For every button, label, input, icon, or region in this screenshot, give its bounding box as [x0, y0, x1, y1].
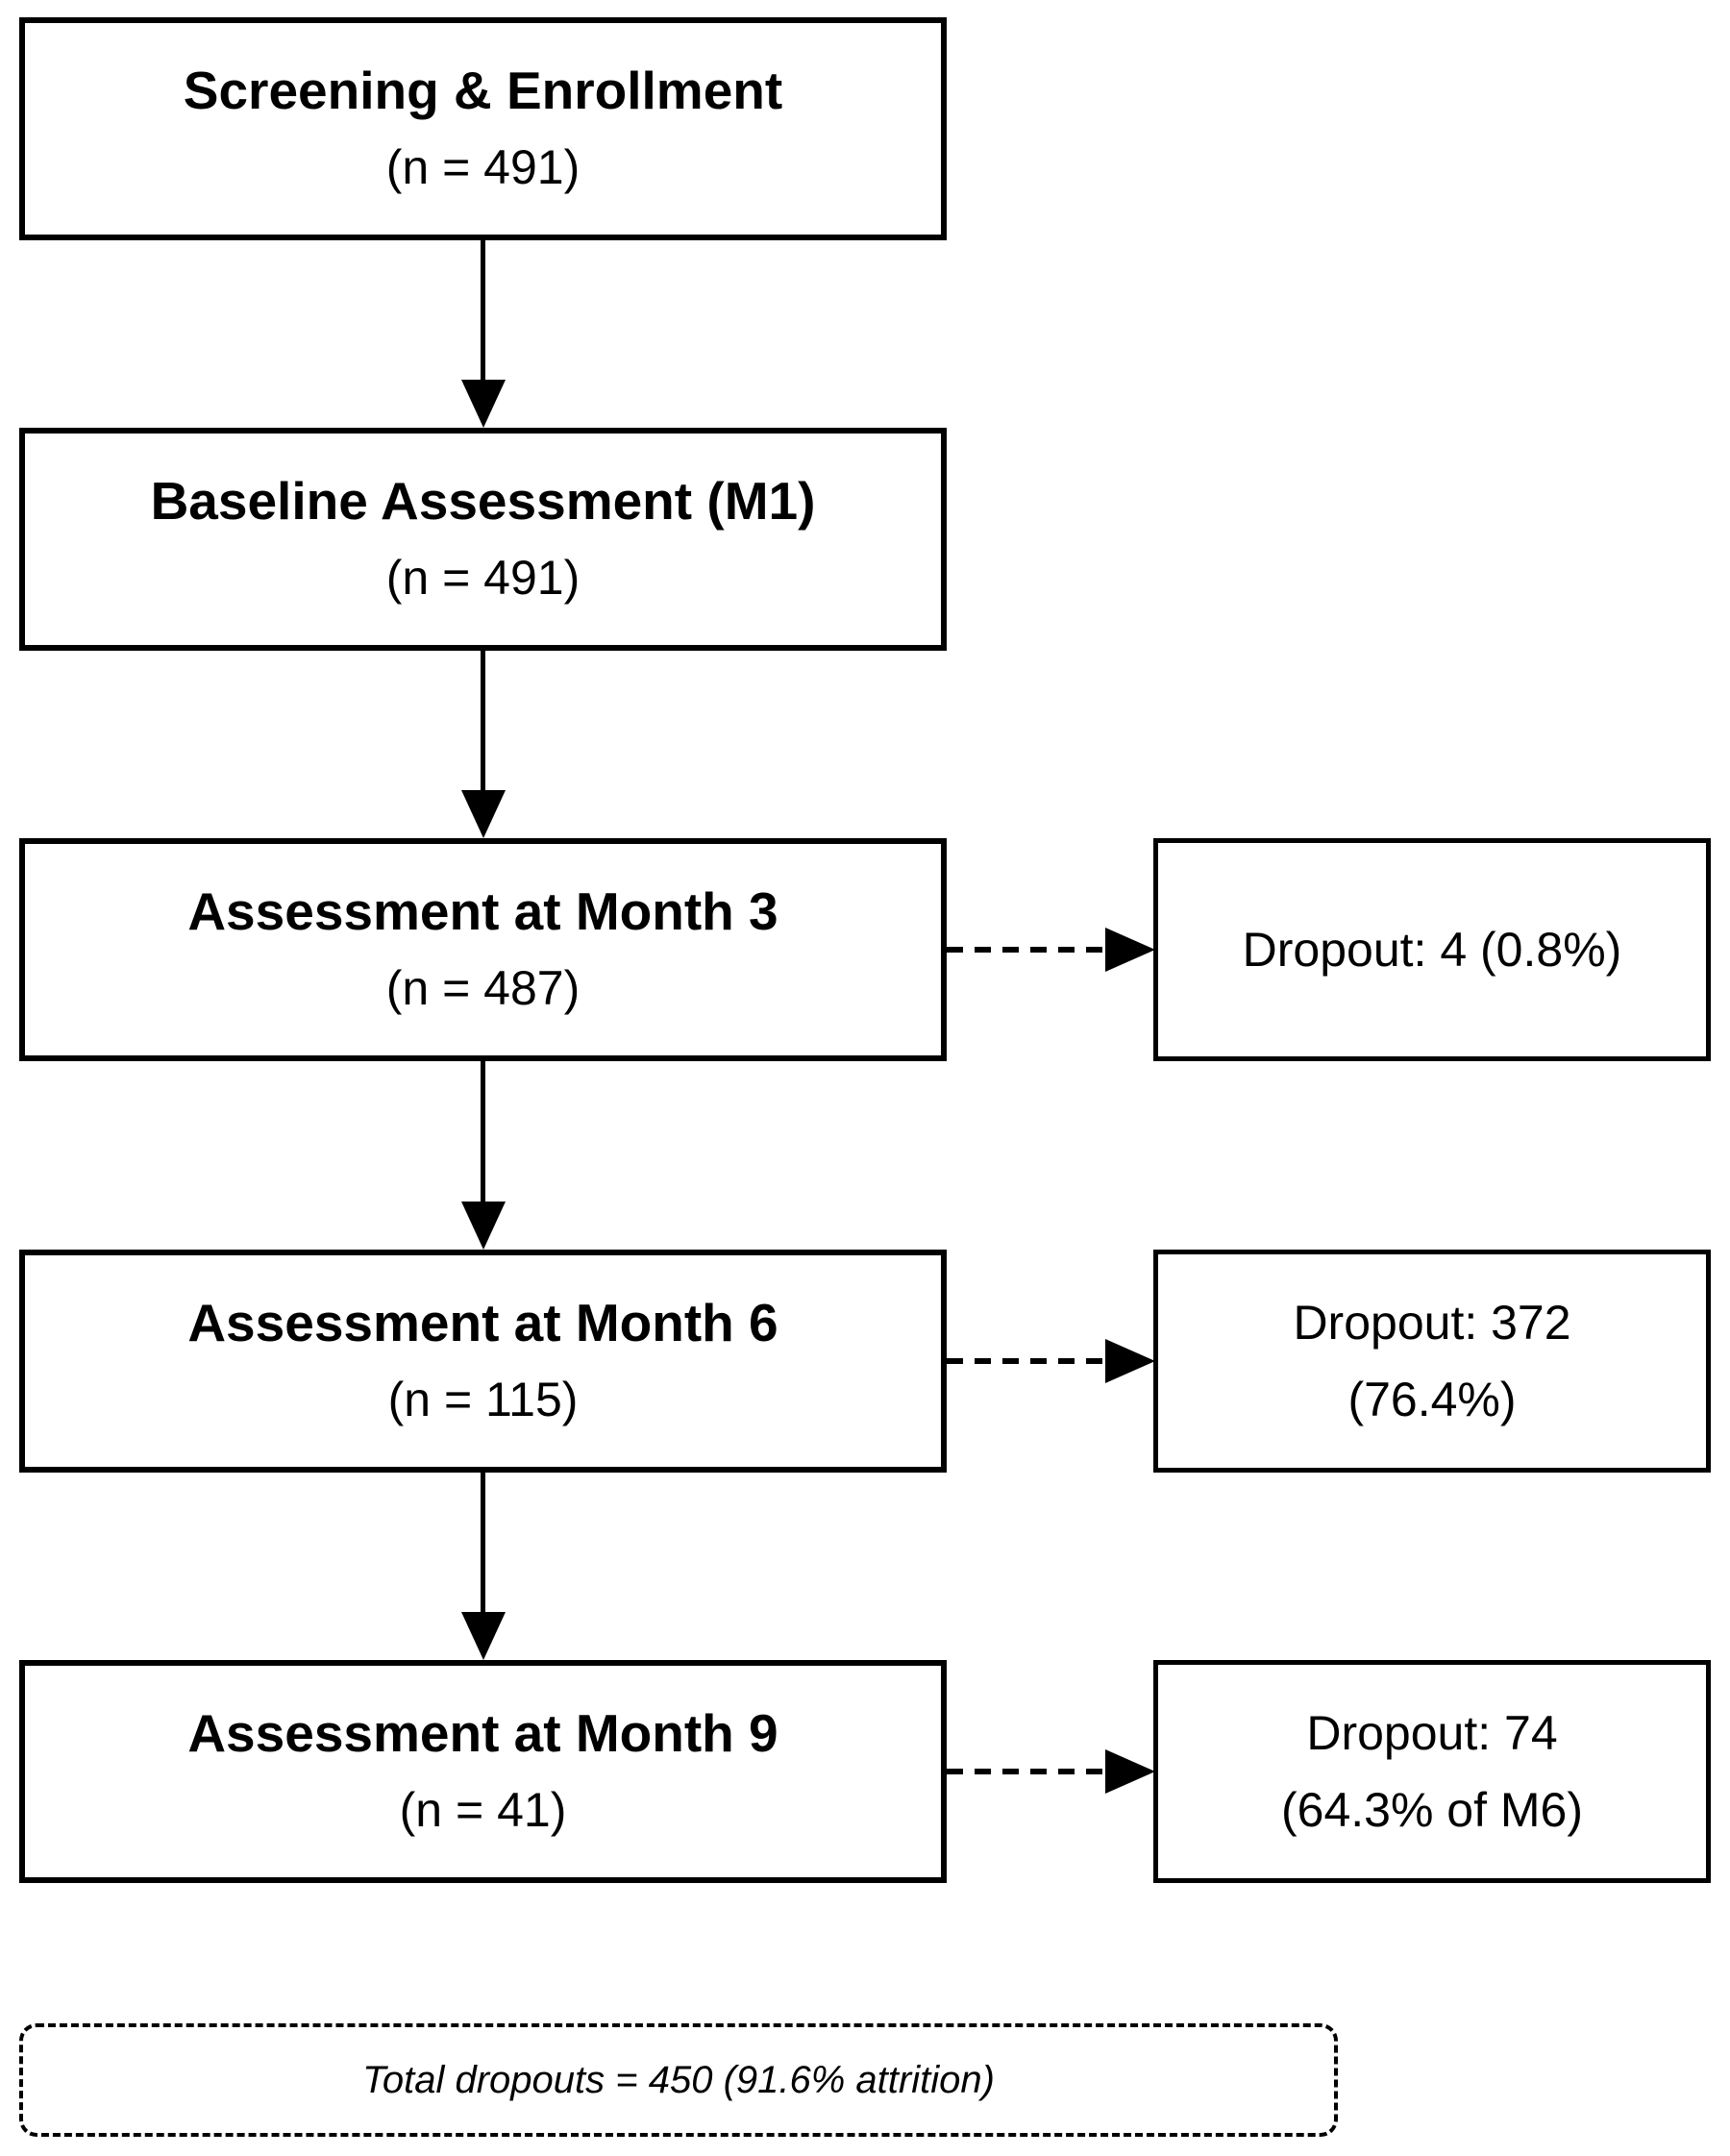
dashed-arrow-line: [947, 947, 1108, 953]
dropout-text-line1: Dropout: 74: [1306, 1706, 1558, 1760]
stage-box-baseline-m1: Baseline Assessment (M1) (n = 491): [19, 428, 947, 651]
dropout-text-line1: Dropout: 372: [1293, 1296, 1571, 1350]
down-arrow-line: [481, 649, 485, 793]
stage-title: Assessment at Month 3: [187, 881, 778, 941]
dropout-box-month-9: Dropout: 74 (64.3% of M6): [1153, 1660, 1711, 1883]
stage-n-count: (n = 115): [387, 1373, 579, 1426]
dropout-text-line2: (76.4%): [1347, 1373, 1517, 1426]
down-arrow-line: [481, 1471, 485, 1615]
stage-title: Baseline Assessment (M1): [150, 471, 816, 531]
total-dropouts-summary-box: Total dropouts = 450 (91.6% attrition): [19, 2023, 1338, 2137]
dropout-text-line2: (64.3% of M6): [1280, 1783, 1583, 1837]
dropout-box-month-3: Dropout: 4 (0.8%): [1153, 838, 1711, 1061]
stage-box-month-6: Assessment at Month 6 (n = 115): [19, 1250, 947, 1473]
stage-n-count: (n = 41): [399, 1783, 567, 1837]
stage-box-month-3: Assessment at Month 3 (n = 487): [19, 838, 947, 1061]
dropout-text: Dropout: 4 (0.8%): [1242, 923, 1622, 977]
down-arrow-head: [461, 1202, 506, 1250]
stage-n-count: (n = 491): [385, 140, 581, 194]
stage-n-count: (n = 491): [385, 551, 581, 605]
dashed-arrow-head: [1105, 1749, 1155, 1794]
total-dropouts-note: Total dropouts = 450 (91.6% attrition): [362, 2058, 995, 2101]
down-arrow-head: [461, 1612, 506, 1660]
dashed-arrow-line: [947, 1769, 1108, 1774]
stage-box-screening-enrollment: Screening & Enrollment (n = 491): [19, 17, 947, 240]
down-arrow-line: [481, 1059, 485, 1203]
dashed-arrow-head: [1105, 928, 1155, 972]
down-arrow-head: [461, 380, 506, 428]
stage-n-count: (n = 487): [385, 961, 581, 1015]
dashed-arrow-head: [1105, 1339, 1155, 1383]
stage-title: Assessment at Month 6: [187, 1293, 778, 1352]
stage-title: Screening & Enrollment: [183, 61, 783, 120]
stage-title: Assessment at Month 9: [187, 1703, 778, 1763]
stage-box-month-9: Assessment at Month 9 (n = 41): [19, 1660, 947, 1883]
down-arrow-line: [481, 238, 485, 383]
down-arrow-head: [461, 790, 506, 838]
dropout-box-month-6: Dropout: 372 (76.4%): [1153, 1250, 1711, 1473]
dashed-arrow-line: [947, 1358, 1108, 1364]
